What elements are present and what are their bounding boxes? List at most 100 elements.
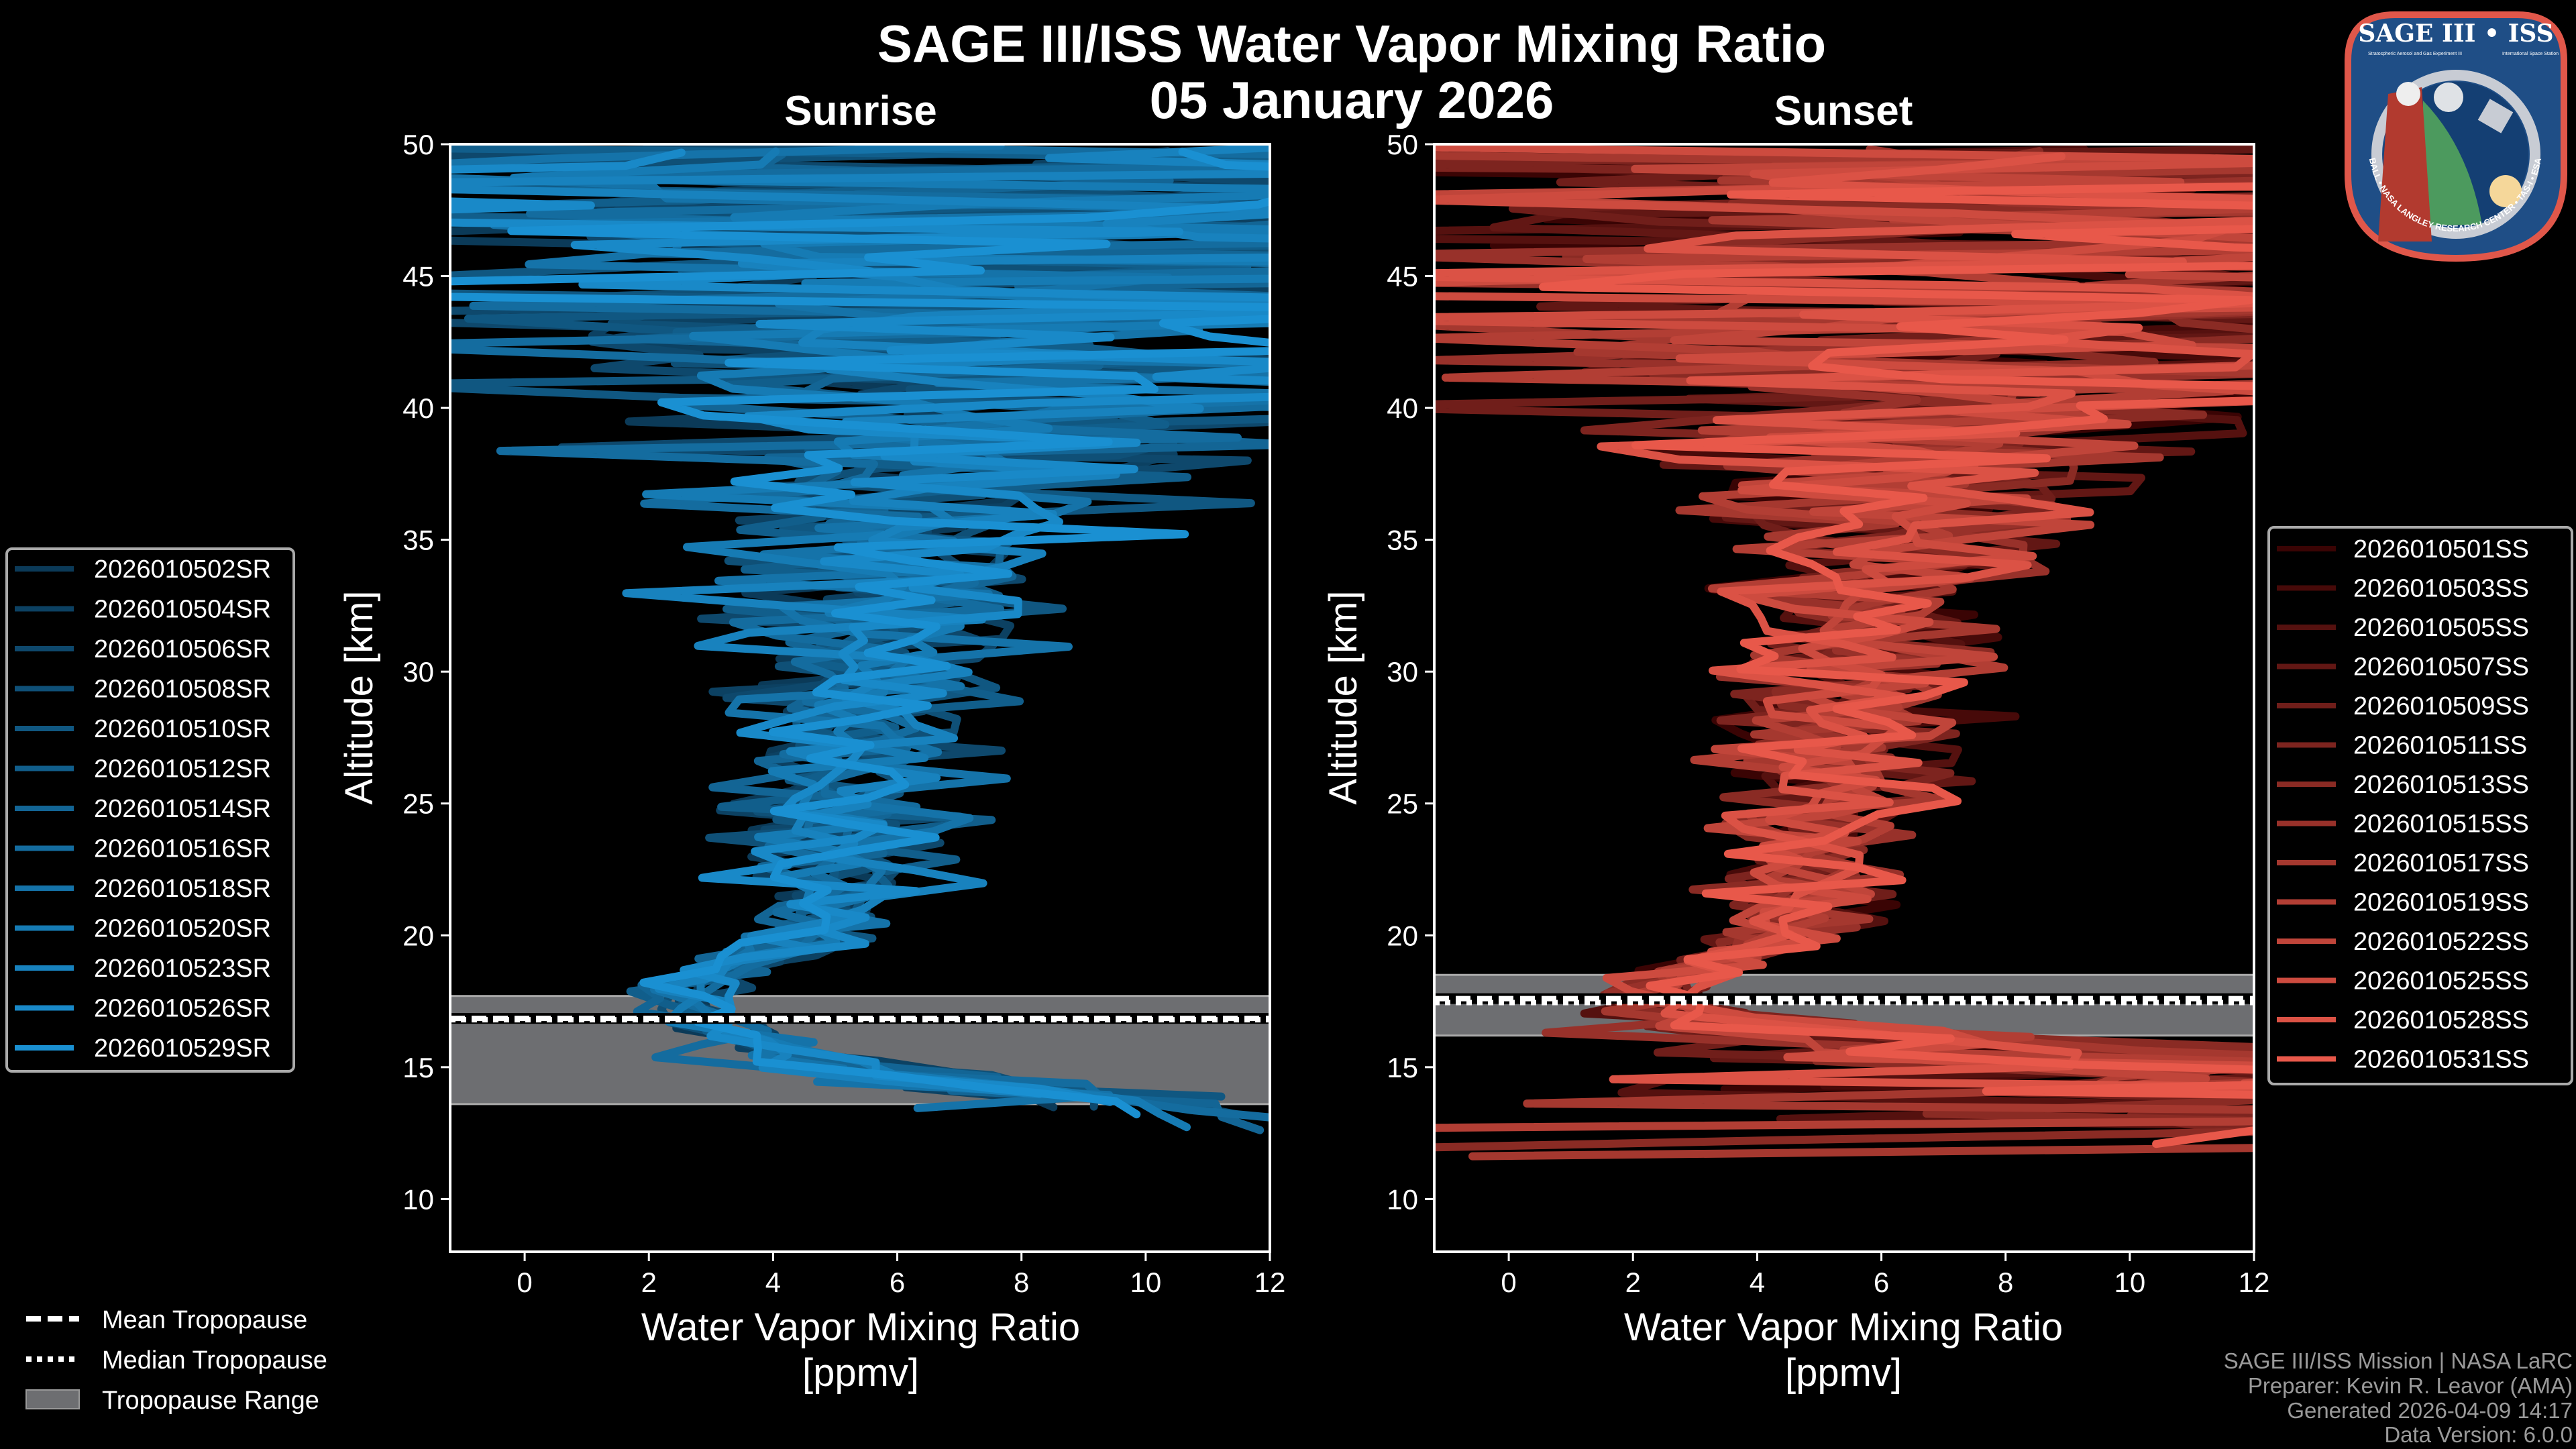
logo-ring — [2371, 70, 2540, 239]
x-tick-label: 0 — [517, 1267, 532, 1298]
credit-data-version: Data Version: 6.0.0 — [2384, 1422, 2573, 1447]
credit-mission: SAGE III/ISS Mission | NASA LaRC — [2224, 1348, 2573, 1373]
tropopause-range-band — [450, 995, 1270, 1106]
legend-label-2026010528SS: 2026010528SS — [2353, 1006, 2529, 1034]
x-tick-label: 4 — [1750, 1267, 1765, 1298]
legend-label-2026010508SR: 2026010508SR — [94, 676, 271, 704]
median-tropopause-label: Median Tropopause — [102, 1346, 327, 1375]
y-tick-label: 30 — [1387, 656, 1418, 688]
legend-label-2026010517SS: 2026010517SS — [2353, 849, 2529, 877]
legend-label-2026010511SS: 2026010511SS — [2353, 732, 2527, 760]
x-tick-label: 2 — [1625, 1267, 1641, 1298]
profile-line-2026010529SR — [450, 148, 1270, 1119]
profile-line-2026010531SS — [1538, 182, 2254, 1148]
legend-label-2026010516SR: 2026010516SR — [94, 835, 271, 863]
x-tick-label: 4 — [765, 1267, 781, 1298]
legend-label-2026010501SS: 2026010501SS — [2353, 535, 2529, 564]
y-tick-label: 15 — [402, 1052, 434, 1083]
y-tick-label: 10 — [402, 1183, 434, 1215]
y-tick-label: 25 — [402, 788, 434, 820]
legend-label-2026010529SR: 2026010529SR — [94, 1034, 271, 1063]
legend-label-2026010503SS: 2026010503SS — [2353, 575, 2529, 603]
axes-frame — [449, 143, 1271, 1253]
y-tick-label: 40 — [1387, 392, 1418, 424]
logo-sage-figure — [2378, 87, 2432, 241]
logo-title: SAGE III • ISS — [2358, 19, 2553, 48]
profile-line-2026010516SR — [450, 144, 1270, 1122]
panel-title-sunset: Sunset — [1774, 88, 1913, 134]
tropopause-legend: Mean Tropopause Median Tropopause Tropop… — [25, 1306, 327, 1415]
mean-tropopause-label: Mean Tropopause — [102, 1306, 307, 1334]
profile-line-2026010526SR — [450, 148, 1270, 1106]
x-tick-label: 10 — [1130, 1267, 1161, 1298]
x-tick-label: 10 — [2114, 1267, 2145, 1298]
y-tick-label: 35 — [1387, 525, 1418, 556]
y-tick-label: 20 — [402, 920, 434, 951]
sunset-legend: 2026010501SS 2026010503SS 2026010505SS 2026… — [2267, 526, 2573, 1085]
logo-sun — [2489, 175, 2522, 207]
y-tick-label: 40 — [402, 392, 434, 424]
logo-earth — [2423, 101, 2482, 225]
axes-frame — [1433, 143, 2255, 1253]
y-tick-label: 25 — [1387, 788, 1418, 820]
y-tick-label: 20 — [1387, 920, 1418, 951]
legend-label-2026010502SR: 2026010502SR — [94, 555, 271, 584]
legend-label-2026010522SS: 2026010522SS — [2353, 928, 2529, 956]
y-tick-label: 45 — [1387, 261, 1418, 292]
legend-label-2026010514SR: 2026010514SR — [94, 795, 271, 823]
logo-subtitle-left: Stratospheric Aerosol and Gas Experiment… — [2368, 52, 2462, 56]
credit-generated: Generated 2026-04-09 14:17 — [2287, 1398, 2573, 1423]
legend-label-2026010510SR: 2026010510SR — [94, 715, 271, 743]
tropopause-range-label: Tropopause Range — [102, 1387, 319, 1415]
logo-moon — [2434, 83, 2463, 112]
legend-label-2026010520SR: 2026010520SR — [94, 915, 271, 943]
x-tick-label: 12 — [1254, 1267, 1286, 1298]
y-tick-label: 50 — [402, 129, 434, 160]
sunrise-panel: 0 2 4 6 8 10 12 10 15 20 25 30 35 40 45 50 — [402, 129, 1286, 1298]
logo-subtitle-right: International Space Station — [2502, 52, 2559, 56]
x-tick-label: 6 — [890, 1267, 905, 1298]
figure-date: 05 January 2026 — [1150, 70, 1554, 129]
sunset-panel: 0 2 4 6 8 10 12 10 15 20 25 30 35 40 45 50 — [1387, 129, 2270, 1298]
sunset-legend-box — [2267, 526, 2573, 1085]
credits: SAGE III/ISS Mission | NASA LaRC Prepare… — [2224, 1348, 2573, 1447]
sunrise-y-axis-label: Altitude [km] — [337, 590, 381, 804]
logo-space-station — [2477, 99, 2514, 133]
x-tick-label: 8 — [1014, 1267, 1029, 1298]
y-tick-label: 15 — [1387, 1052, 1418, 1083]
sunrise-x-axis-label: Water Vapor Mixing Ratio — [641, 1305, 1080, 1349]
x-tick-label: 12 — [2239, 1267, 2270, 1298]
x-tick-label: 0 — [1501, 1267, 1516, 1298]
y-tick-label: 45 — [402, 261, 434, 292]
x-tick-label: 2 — [641, 1267, 657, 1298]
legend-label-2026010505SS: 2026010505SS — [2353, 614, 2529, 642]
y-tick-label: 30 — [402, 656, 434, 688]
legend-label-2026010525SS: 2026010525SS — [2353, 967, 2529, 996]
legend-label-2026010507SS: 2026010507SS — [2353, 653, 2529, 682]
sunrise-x-axis-units: [ppmv] — [802, 1351, 919, 1395]
legend-label-2026010506SR: 2026010506SR — [94, 635, 271, 663]
legend-label-2026010531SS: 2026010531SS — [2353, 1046, 2529, 1074]
sunset-x-axis-units: [ppmv] — [1785, 1351, 1902, 1395]
sunset-y-axis-label: Altitude [km] — [1322, 590, 1365, 804]
y-tick-label: 35 — [402, 525, 434, 556]
plot-area — [1434, 144, 2254, 1161]
panel-title-sunrise: Sunrise — [784, 88, 936, 134]
legend-label-2026010526SR: 2026010526SR — [94, 995, 271, 1023]
legend-label-2026010523SR: 2026010523SR — [94, 955, 271, 983]
legend-label-2026010515SS: 2026010515SS — [2353, 810, 2529, 839]
y-tick-label: 10 — [1387, 1183, 1418, 1215]
legend-label-2026010518SR: 2026010518SR — [94, 875, 271, 903]
legend-label-2026010509SS: 2026010509SS — [2353, 692, 2529, 720]
sage-iii-iss-mission-logo: SAGE III • ISS Stratospheric Aerosol and… — [2345, 11, 2567, 262]
plot-area — [450, 144, 1270, 1134]
figure-title: SAGE III/ISS Water Vapor Mixing Ratio — [877, 14, 1826, 73]
tropopause-range-swatch — [25, 1389, 80, 1409]
y-tick-label: 50 — [1387, 129, 1418, 160]
x-tick-label: 8 — [1998, 1267, 2013, 1298]
sunrise-legend-box — [5, 547, 295, 1073]
logo-sage-head — [2396, 82, 2420, 106]
legend-label-2026010504SR: 2026010504SR — [94, 596, 271, 624]
legend-label-2026010512SR: 2026010512SR — [94, 755, 271, 784]
